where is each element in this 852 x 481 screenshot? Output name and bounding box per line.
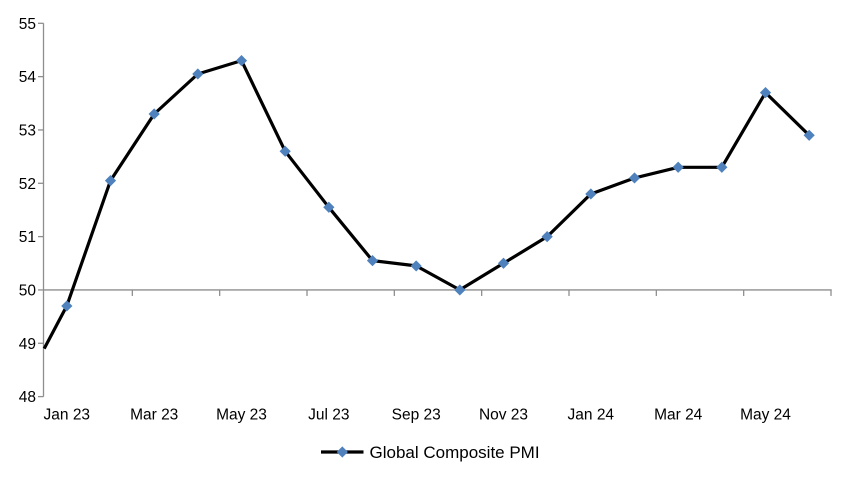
data-point-marker-sep-23 bbox=[410, 260, 422, 272]
x-axis-label-mar-23: Mar 23 bbox=[130, 407, 178, 424]
baseline-50-group bbox=[43, 289, 832, 296]
data-point-marker-apr-24 bbox=[716, 161, 728, 173]
legend-label: Global Composite PMI bbox=[370, 443, 540, 462]
x-axis-label-mar-24: Mar 24 bbox=[654, 407, 703, 424]
y-axis-label: 51 bbox=[19, 229, 36, 246]
y-axis-label: 54 bbox=[19, 69, 37, 86]
data-point-marker-jan-24 bbox=[585, 188, 597, 200]
data-point-marker-mar-23 bbox=[148, 108, 160, 120]
x-axis-label-jan-23: Jan 23 bbox=[44, 407, 91, 424]
data-point-marker-may-24 bbox=[759, 87, 772, 99]
x-axis-label-jan-24: Jan 24 bbox=[568, 407, 615, 424]
y-axis-label: 52 bbox=[19, 176, 36, 193]
x-axis-label-may-24: May 24 bbox=[740, 407, 791, 424]
x-axis-label-jul-23: Jul 23 bbox=[308, 407, 349, 424]
data-point-marker-jun-24 bbox=[803, 129, 815, 141]
y-axis-label: 49 bbox=[19, 336, 36, 353]
data-point-marker-oct-23 bbox=[454, 284, 466, 296]
data-point-marker-feb-23 bbox=[104, 175, 117, 187]
data-point-marker-jun-23 bbox=[279, 145, 291, 157]
data-point-marker-apr-23 bbox=[192, 68, 204, 80]
data-point-markers-group bbox=[61, 55, 815, 312]
legend: Global Composite PMI bbox=[321, 443, 540, 462]
data-point-marker-may-23 bbox=[235, 55, 248, 67]
pmi-line bbox=[42, 59, 811, 350]
legend-diamond-marker-icon bbox=[336, 446, 348, 458]
data-point-marker-jan-23 bbox=[61, 300, 73, 312]
y-axis-label: 53 bbox=[19, 122, 36, 139]
x-axis-label-may-23: May 23 bbox=[216, 407, 267, 424]
data-point-marker-dec-23 bbox=[541, 231, 553, 243]
x-axis-label-sep-23: Sep 23 bbox=[392, 407, 441, 424]
data-point-marker-feb-24 bbox=[628, 172, 641, 184]
data-point-marker-aug-23 bbox=[366, 255, 379, 267]
y-axis-group: 48 49 50 51 52 53 54 55 bbox=[19, 16, 45, 406]
y-axis-label: 55 bbox=[19, 16, 36, 33]
x-axis-label-nov-23: Nov 23 bbox=[479, 407, 528, 424]
x-axis-labels-group: Jan 23 Mar 23 May 23 Jul 23 Sep 23 Nov 23 Jan … bbox=[44, 407, 792, 424]
data-point-marker-jul-23 bbox=[323, 201, 335, 213]
data-point-marker-nov-23 bbox=[497, 257, 510, 269]
data-point-marker-mar-24 bbox=[672, 161, 684, 173]
y-axis-label: 48 bbox=[19, 389, 36, 406]
y-axis-label: 50 bbox=[19, 282, 37, 299]
